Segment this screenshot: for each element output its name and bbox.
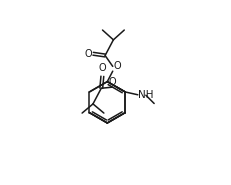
Text: O: O	[108, 77, 116, 87]
Text: NH: NH	[138, 90, 153, 100]
Text: O: O	[113, 61, 120, 71]
Text: O: O	[98, 63, 106, 73]
Text: O: O	[84, 49, 92, 59]
